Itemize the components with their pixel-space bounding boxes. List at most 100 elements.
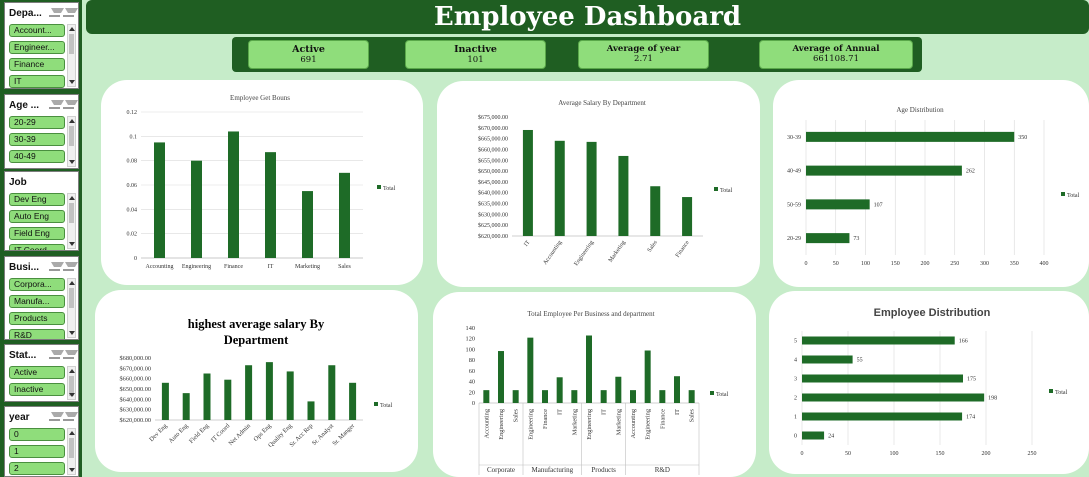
slicer-item[interactable]: Field Eng — [9, 227, 65, 240]
scroll-up-icon[interactable] — [69, 431, 75, 435]
slicer-items: 0 1 2 — [9, 428, 65, 476]
x-tick-label: IT — [268, 264, 274, 270]
slicer-item[interactable]: IT — [9, 75, 65, 88]
kpi-label: Average of Annual — [792, 44, 880, 54]
bar — [615, 376, 622, 403]
slicer-item[interactable]: 1 — [9, 445, 65, 458]
slicer-item[interactable]: 2 — [9, 462, 65, 475]
kpi-label: Inactive — [454, 44, 497, 55]
y-tick-label: 0.02 — [127, 232, 138, 238]
slicer-title: Job — [9, 176, 27, 188]
bar — [806, 131, 1015, 142]
multi-select-icon[interactable] — [49, 100, 64, 109]
bar — [349, 382, 357, 420]
x-tick-label: Engineering — [586, 408, 593, 440]
scroll-up-icon[interactable] — [69, 119, 75, 123]
slicer-header: year — [5, 407, 78, 427]
slicer-header: Age ... — [5, 95, 78, 115]
kpi-label: Active — [292, 44, 325, 55]
slicer-item[interactable]: Account... — [9, 24, 65, 37]
slicer-item[interactable]: Finance — [9, 58, 65, 71]
y-tick-label: $620,000.00 — [478, 233, 508, 240]
y-tick-label: 0 — [794, 434, 797, 440]
slicer-item[interactable]: Manufa... — [9, 295, 65, 308]
clear-filter-icon[interactable] — [63, 350, 78, 359]
scroll-down-icon[interactable] — [69, 160, 75, 164]
bar — [154, 142, 165, 258]
slicer-items: Active Inactive — [9, 366, 65, 400]
group-label: Manufacturing — [532, 466, 574, 474]
slicer-item[interactable]: R&D — [9, 329, 65, 339]
scroll-up-icon[interactable] — [69, 281, 75, 285]
y-tick-label: 30-39 — [787, 135, 801, 141]
bar — [802, 355, 853, 364]
slicer-title: Stat... — [9, 349, 37, 361]
scroll-up-icon[interactable] — [69, 27, 75, 31]
scroll-thumb[interactable] — [69, 126, 74, 146]
slicer-scrollbar[interactable] — [67, 366, 76, 400]
slicer-item[interactable]: Products — [9, 312, 65, 325]
slicer-scrollbar[interactable] — [67, 24, 76, 87]
scroll-down-icon[interactable] — [69, 80, 75, 84]
x-tick-label: 100 — [890, 451, 899, 457]
y-tick-label: $665,000.00 — [478, 136, 508, 143]
x-tick-label: 100 — [861, 261, 870, 267]
dashboard-title-banner: Employee Dashboard — [86, 0, 1089, 34]
slicer-header-icons — [49, 100, 78, 110]
scroll-thumb[interactable] — [69, 34, 74, 54]
slicer-item[interactable]: Corpora... — [9, 278, 65, 291]
chart-title: Average Salary By Department — [558, 99, 646, 107]
x-tick-label: 200 — [921, 261, 930, 267]
legend-swatch — [714, 187, 718, 191]
clear-filter-icon[interactable] — [63, 8, 78, 17]
slicer-header: Job — [5, 172, 78, 192]
bar — [806, 233, 850, 244]
scroll-down-icon[interactable] — [69, 331, 75, 335]
multi-select-icon[interactable] — [49, 8, 64, 17]
scroll-up-icon[interactable] — [69, 369, 75, 373]
scroll-up-icon[interactable] — [69, 196, 75, 200]
scroll-down-icon[interactable] — [69, 468, 75, 472]
slicer-item[interactable]: Dev Eng — [9, 193, 65, 206]
x-tick-label: 200 — [982, 451, 991, 457]
chart-title: Age Distribution — [896, 106, 944, 114]
slicer-scrollbar[interactable] — [67, 116, 76, 167]
slicer-items: Corpora... Manufa... Products R&D — [9, 278, 65, 339]
slicer-scrollbar[interactable] — [67, 278, 76, 338]
x-tick-label: 350 — [1010, 261, 1019, 267]
x-tick-label: 50 — [833, 261, 839, 267]
slicer-item[interactable]: Auto Eng — [9, 210, 65, 223]
slicer-item[interactable]: Inactive — [9, 383, 65, 396]
multi-select-icon[interactable] — [49, 350, 64, 359]
scroll-down-icon[interactable] — [69, 393, 75, 397]
slicer-item[interactable]: Active — [9, 366, 65, 379]
multi-select-icon[interactable] — [49, 412, 64, 421]
scroll-thumb[interactable] — [69, 438, 74, 458]
dashboard-title: Employee Dashboard — [433, 2, 742, 32]
slicer-scrollbar[interactable] — [67, 193, 76, 249]
slicer-item[interactable]: 0 — [9, 428, 65, 441]
slicer-scrollbar[interactable] — [67, 428, 76, 475]
slicer-item[interactable]: 20-29 — [9, 116, 65, 129]
clear-filter-icon[interactable] — [63, 262, 78, 271]
slicer-item[interactable]: 30-39 — [9, 133, 65, 146]
slicer-title: Busi... — [9, 261, 40, 273]
y-tick-label: $675,000.00 — [478, 114, 508, 121]
scroll-down-icon[interactable] — [69, 242, 75, 246]
scroll-thumb[interactable] — [69, 203, 74, 223]
slicer-item[interactable]: IT Coord... — [9, 244, 65, 250]
y-tick-label: $670,000.00 — [478, 125, 508, 132]
scroll-thumb[interactable] — [69, 376, 74, 396]
clear-filter-icon[interactable] — [63, 412, 78, 421]
multi-select-icon[interactable] — [49, 262, 64, 271]
x-tick-label: IT — [601, 409, 608, 415]
clear-filter-icon[interactable] — [63, 100, 78, 109]
y-tick-label: 3 — [794, 377, 797, 383]
scroll-thumb[interactable] — [69, 288, 74, 308]
slicer-item[interactable]: 40-49 — [9, 150, 65, 163]
kpi-label: Average of year — [606, 44, 681, 54]
x-tick-label: Accounting — [542, 240, 563, 266]
slicer-item[interactable]: Engineer... — [9, 41, 65, 54]
x-tick-label: 150 — [891, 261, 900, 267]
